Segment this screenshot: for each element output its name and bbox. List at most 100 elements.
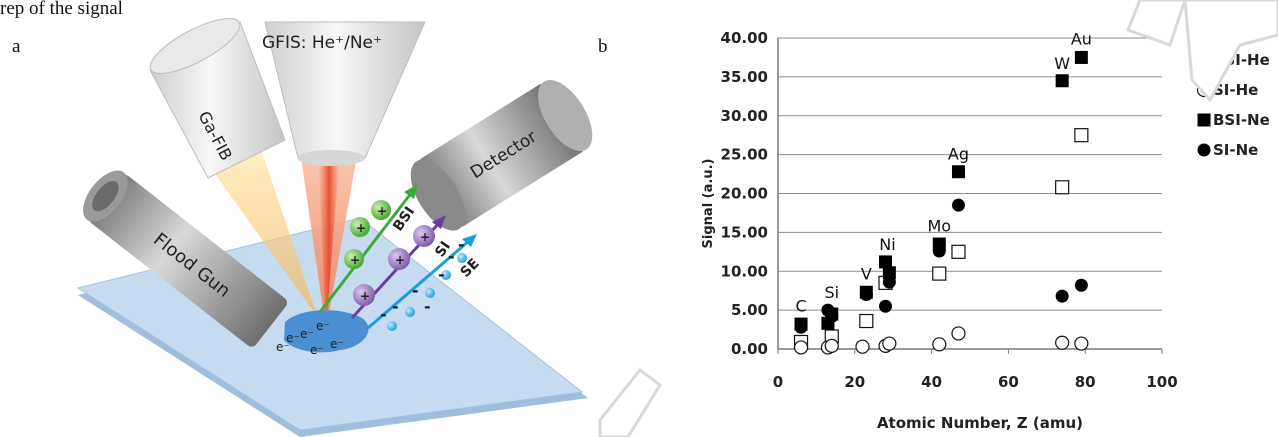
x-axis-label: Atomic Number, Z (amu) [877, 414, 1083, 432]
y-tick-label: 25.00 [721, 146, 768, 164]
y-tick-label: 10.00 [721, 262, 768, 280]
data-point-bsi-he [1074, 128, 1089, 143]
series-si-ne [794, 198, 1088, 334]
bsi-ion-3-sign: + [350, 253, 360, 267]
data-point-si-ne [879, 299, 893, 313]
y-tick-label: 15.00 [721, 223, 768, 241]
annotation-mo: Mo [927, 216, 951, 235]
data-point-si-he [793, 340, 809, 355]
data-point-si-he [855, 339, 870, 354]
se-electron-1 [387, 321, 397, 331]
legend-label-bsi-ne: BSI-Ne [1213, 111, 1270, 129]
x-tick-label: 40 [921, 373, 942, 391]
chart: 0.00 5.00 10.00 15.00 20.00 25.00 30.00 35.00 40… [701, 29, 1178, 432]
legend-label-si-ne: SI-Ne [1213, 141, 1258, 159]
electron-4: e⁻ [316, 319, 330, 333]
annotation-c: C [795, 296, 806, 315]
interaction-spot [284, 310, 369, 353]
se-electron-2 [405, 307, 415, 317]
caption-fragment: rep of the signal [0, 0, 123, 19]
gfis-beam-core [318, 150, 340, 330]
electron-2: e⁻ [286, 331, 300, 345]
series-si-he [793, 326, 1089, 355]
bsi-ion-1-sign: + [356, 221, 366, 235]
si-ion-2 [388, 248, 410, 270]
electron-6: e⁻ [330, 337, 344, 351]
ga-fib-column: Ga-FIB [149, 18, 286, 179]
electron-5: e⁻ [310, 343, 324, 357]
data-point-bsi-ne [951, 165, 965, 179]
legend-marker-si-ne [1197, 143, 1211, 157]
bsi-label: BSI [390, 204, 418, 234]
gfis-label: GFIS: He⁺/Ne⁺ [262, 33, 382, 53]
data-point-si-he [1055, 335, 1070, 350]
si-label: SI [432, 239, 454, 261]
data-point-bsi-ne [879, 255, 893, 269]
y-tick-label: 20.00 [721, 185, 768, 203]
data-point-bsi-he [951, 244, 966, 259]
bsi-ion-2 [371, 200, 391, 220]
data-point-si-he [824, 338, 839, 353]
panel-b-label: b [598, 36, 608, 57]
x-tick-label: 20 [844, 373, 865, 391]
annotation-ni: Ni [879, 235, 895, 254]
y-tick-label: 30.00 [721, 107, 768, 125]
ga-fib-beam [205, 152, 318, 318]
series-bsi-he [793, 128, 1089, 350]
minus-2: - [412, 281, 419, 300]
y-tick-label: 5.00 [731, 301, 768, 319]
y-tick-label: 35.00 [721, 68, 768, 86]
se-arrowhead [462, 234, 477, 247]
data-point-si-ne [825, 309, 839, 323]
annotation-v: V [861, 264, 872, 283]
watermark-strokes [598, 0, 1278, 437]
minus-5: - [448, 247, 455, 266]
se-electron-3 [425, 288, 435, 298]
panel-a-label: a [12, 36, 21, 57]
x-tick-label: 80 [1075, 373, 1096, 391]
data-point-si-ne [882, 275, 896, 289]
legend-label-si-he: SI-He [1213, 81, 1258, 99]
data-point-si-ne [932, 244, 946, 258]
data-point-bsi-ne [1074, 50, 1088, 64]
legend-marker-bsi-ne [1197, 113, 1211, 127]
data-point-si-ne [1055, 289, 1069, 303]
bsi-ion-2-sign: + [377, 204, 387, 218]
panel-a: a Ga-FIB GFIS: He⁺/Ne⁺ Detector [12, 18, 593, 437]
data-point-si-ne [794, 320, 808, 334]
panel-b: b 0.00 5.00 10.00 15.00 20.00 25.00 30.00 35.00… [598, 29, 1270, 432]
data-point-si-he [882, 336, 897, 351]
data-point-si-he [932, 337, 947, 352]
bsi-ion-1 [350, 217, 370, 237]
minus-4: - [438, 265, 445, 284]
si-ion-2-sign: + [395, 253, 405, 267]
si-ion-1-sign: + [360, 289, 370, 303]
detector: Detector [410, 80, 593, 231]
x-tick-label: 100 [1146, 373, 1177, 391]
gfis-column: GFIS: He⁺/Ne⁺ [262, 21, 426, 166]
minus-6: - [458, 235, 465, 254]
data-point-bsi-ne [1055, 74, 1069, 88]
electron-1: e⁻ [276, 340, 290, 354]
x-tick-label: 0 [773, 373, 783, 391]
data-point-bsi-he [932, 266, 947, 281]
annotation-w: W [1054, 54, 1070, 73]
se-electron-4 [441, 270, 451, 280]
bsi-arrowhead [404, 184, 418, 199]
minus-1: - [392, 297, 399, 316]
electron-3: e⁻ [300, 327, 314, 341]
x-tick-label: 60 [998, 373, 1019, 391]
y-axis-label: Signal (a.u.) [701, 159, 716, 249]
data-point-bsi-ne [882, 266, 896, 280]
se-electron-5 [457, 253, 467, 263]
data-point-si-ne [951, 198, 965, 212]
data-point-bsi-he [859, 313, 874, 329]
data-point-si-ne [1074, 278, 1088, 292]
bsi-ion-3 [344, 249, 364, 269]
y-tick-label: 40.00 [721, 29, 768, 47]
si-ion-3-sign: + [420, 230, 430, 244]
si-arrowhead [432, 215, 446, 229]
se-arrow [367, 238, 471, 330]
bsi-arrow [318, 191, 414, 313]
